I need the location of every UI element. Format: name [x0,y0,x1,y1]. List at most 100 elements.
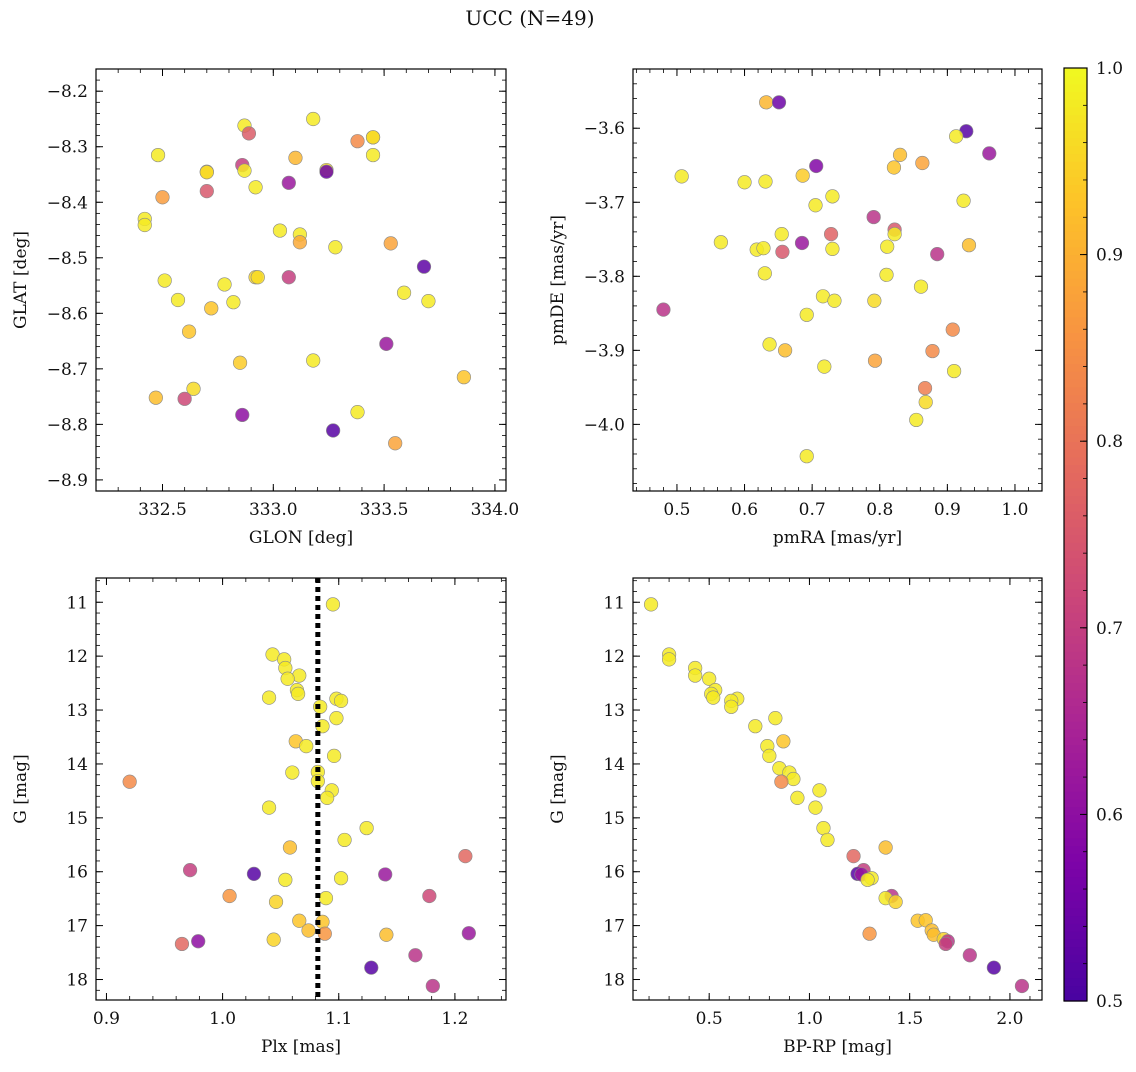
data-point [809,158,824,174]
data-point [320,790,335,805]
data-point [282,840,298,855]
data-point [794,235,810,251]
data-point [808,198,823,213]
colorbar-segment [1064,565,1087,574]
colorbar-segment [1064,301,1087,310]
data-point [737,175,752,190]
colorbar-frame [1063,67,1088,1002]
data-point [812,783,827,798]
x-axis-label: pmRA [mas/yr] [773,528,902,548]
data-point [364,960,379,975]
data-point [886,160,902,175]
colorbar-segment [1064,627,1087,637]
colorbar-segment [1064,791,1087,800]
data-point [388,436,403,451]
data-point [333,693,349,708]
data-point [961,238,977,253]
colorbar-segment [1064,246,1087,256]
data-point [892,147,908,162]
colorbar-segment [1064,931,1087,940]
colorbar-segment [1064,122,1087,131]
colorbar-segment [1064,596,1087,606]
y-tick-label: 13 [66,701,88,721]
data-point [292,235,307,250]
colorbar-segment [1064,829,1087,839]
colorbar-segment [1064,363,1087,372]
data-point [416,259,432,274]
colorbar-tick-label: 0.8 [1096,432,1123,452]
colorbar-segment [1064,254,1087,263]
x-tick-label: 0.5 [696,1009,723,1029]
colorbar-tick-label: 1.0 [1096,59,1123,79]
data-point [962,948,977,963]
data-point [688,668,703,683]
data-point [378,867,393,882]
x-tick-label: 1.1 [325,1009,352,1029]
data-point [199,184,214,199]
data-point [290,686,306,701]
colorbar-segment [1064,200,1087,209]
data-point [285,765,300,780]
colorbar-segment [1064,355,1087,365]
colorbar-segment [1064,223,1087,232]
data-point [155,190,170,205]
data-point [326,423,341,438]
colorbar-segment [1064,176,1087,186]
colorbar-segment [1064,923,1087,932]
y-tick-label: −3.8 [584,267,625,287]
data-point [150,147,166,163]
y-tick-label: 11 [603,593,625,613]
data-point [762,748,777,763]
data-point [786,771,801,787]
x-tick-label: 1.0 [209,1009,236,1029]
axes-frame [95,68,507,492]
x-tick-label: 0.5 [663,500,690,520]
data-point [350,405,365,420]
y-tick-label: −8.2 [47,82,88,102]
colorbar-segment [1064,472,1087,481]
colorbar-tick-label: 0.7 [1096,619,1123,639]
data-point [1014,978,1030,994]
y-tick-label: −8.6 [47,304,88,324]
data-point [774,774,789,789]
data-point [174,936,190,952]
data-point [337,832,352,848]
data-point [799,449,814,464]
data-point [799,307,814,322]
colorbar-segment [1064,759,1087,769]
colorbar-segment [1064,868,1087,878]
data-point [768,711,783,726]
y-tick-label: −8.4 [47,193,88,213]
data-point [204,301,219,316]
colorbar-segment [1064,581,1087,590]
colorbar-segment [1064,915,1087,924]
colorbar-segment [1064,448,1087,458]
data-point [866,209,881,225]
colorbar-segment [1064,658,1087,668]
colorbar-segment [1064,744,1087,753]
colorbar-segment [1064,899,1087,909]
data-point [226,295,241,310]
colorbar-segment [1064,962,1087,971]
data-point [199,165,214,180]
colorbar-segment [1064,347,1087,357]
colorbar-segment [1064,612,1087,621]
colorbar-segment [1064,239,1087,248]
colorbar-segment [1064,270,1087,279]
data-point [365,130,381,145]
x-tick-label: 0.6 [731,500,758,520]
data-point [325,597,341,612]
colorbar-segment [1064,651,1087,660]
y-tick-label: 14 [603,755,625,775]
colorbar-segment [1064,697,1087,707]
y-tick-label: −8.8 [47,415,88,435]
colorbar-segment [1064,798,1087,808]
data-point [396,285,412,300]
colorbar-segment [1064,557,1087,567]
data-point [177,391,192,406]
data-point [261,690,277,705]
data-point [329,711,344,726]
data-point [986,960,1001,975]
colorbar-segment [1064,526,1087,536]
colorbar-segment [1064,231,1087,240]
